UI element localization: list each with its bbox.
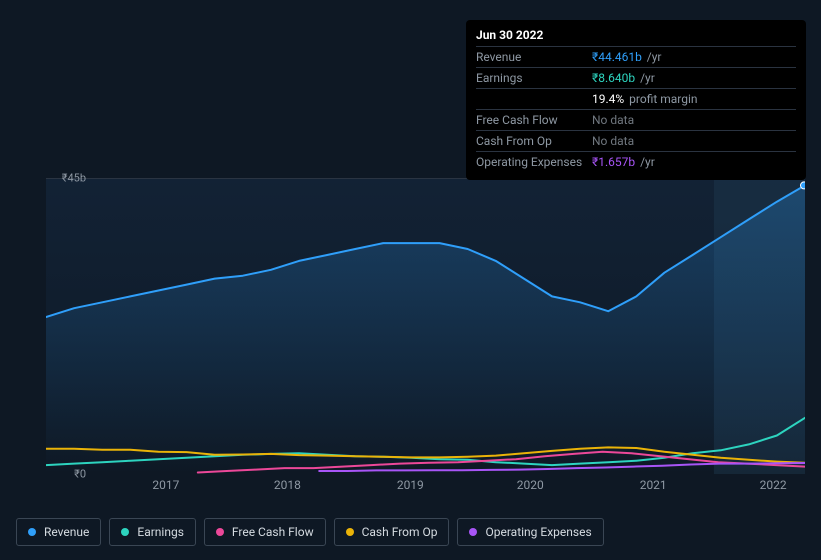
legend-label: Free Cash Flow	[232, 525, 314, 539]
chart-plot-area[interactable]: ₹45b₹0	[46, 178, 805, 474]
tooltip-row-label: Earnings	[476, 71, 592, 85]
tooltip-row-value: ₹8.640b /yr	[592, 71, 655, 85]
legend-label: Cash From Op	[362, 525, 438, 539]
y-axis-label: ₹45b	[46, 172, 86, 185]
x-axis-label: 2021	[640, 478, 667, 492]
legend-item-earnings[interactable]: Earnings	[109, 518, 196, 546]
x-axis-label: 2022	[760, 478, 787, 492]
legend-label: Operating Expenses	[485, 525, 591, 539]
tooltip-row-value: No data	[592, 113, 634, 127]
tooltip-row: Free Cash FlowNo data	[476, 109, 796, 130]
tooltip-row-label: Free Cash Flow	[476, 113, 592, 127]
tooltip-rows: Revenue₹44.461b /yrEarnings₹8.640b /yr19…	[476, 46, 796, 172]
legend-dot	[121, 528, 129, 536]
tooltip-row-value: ₹1.657b /yr	[592, 155, 655, 169]
tooltip-row-value: ₹44.461b /yr	[592, 50, 662, 64]
legend-item-cash-from-op[interactable]: Cash From Op	[334, 518, 450, 546]
chart-legend: Revenue Earnings Free Cash Flow Cash From O…	[16, 518, 604, 546]
legend-dot	[346, 528, 354, 536]
legend-item-revenue[interactable]: Revenue	[16, 518, 101, 546]
x-axis-label: 2018	[274, 478, 301, 492]
tooltip-row-label: Cash From Op	[476, 134, 592, 148]
x-axis-labels: 2017 2018 2019 2020 2021 2022	[46, 478, 805, 498]
legend-label: Revenue	[44, 525, 89, 539]
legend-dot	[469, 528, 477, 536]
chart-container: ₹45b₹0 2017 2018 2019 2020 2021 2022	[16, 158, 805, 498]
tooltip-row: 19.4% profit margin	[476, 88, 796, 109]
tooltip-row-value: No data	[592, 134, 634, 148]
x-axis-label: 2017	[152, 478, 179, 492]
revenue-end-marker	[801, 182, 806, 189]
tooltip-row-value: 19.4% profit margin	[592, 92, 698, 106]
chart-svg	[46, 178, 805, 474]
tooltip-row: Cash From OpNo data	[476, 130, 796, 151]
tooltip-row: Revenue₹44.461b /yr	[476, 46, 796, 67]
tooltip-date: Jun 30 2022	[476, 28, 796, 46]
x-axis-label: 2019	[397, 478, 424, 492]
tooltip-row-label: Revenue	[476, 50, 592, 64]
tooltip-row: Operating Expenses₹1.657b /yr	[476, 151, 796, 172]
tooltip-row-label	[476, 92, 592, 106]
tooltip-row: Earnings₹8.640b /yr	[476, 67, 796, 88]
legend-dot	[28, 528, 36, 536]
tooltip-row-label: Operating Expenses	[476, 155, 592, 169]
x-axis-label: 2020	[517, 478, 544, 492]
legend-dot	[216, 528, 224, 536]
legend-label: Earnings	[137, 525, 184, 539]
chart-tooltip: Jun 30 2022 Revenue₹44.461b /yrEarnings₹…	[466, 20, 806, 180]
legend-item-free-cash-flow[interactable]: Free Cash Flow	[204, 518, 326, 546]
legend-item-operating-expenses[interactable]: Operating Expenses	[457, 518, 603, 546]
